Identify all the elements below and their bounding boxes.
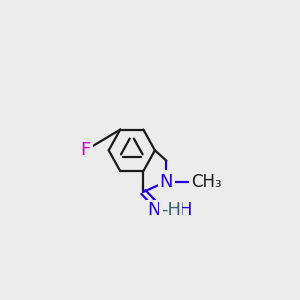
Text: N-H: N-H: [160, 201, 193, 219]
Text: CH₃: CH₃: [191, 172, 221, 190]
Text: F: F: [80, 141, 91, 159]
Text: N: N: [147, 201, 161, 219]
Text: N: N: [160, 172, 173, 190]
Text: N: N: [146, 201, 160, 219]
Text: -H: -H: [161, 201, 181, 219]
